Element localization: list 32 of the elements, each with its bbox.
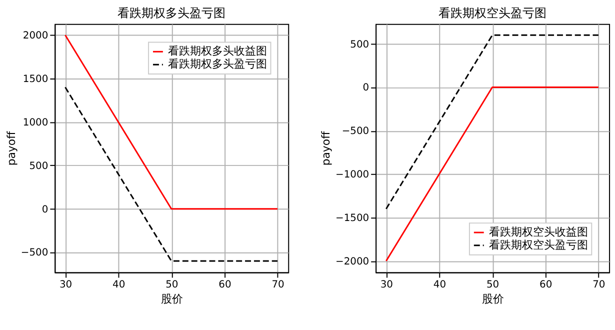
y-axis-title: payoff (4, 130, 18, 166)
x-tick-label: 60 (218, 280, 232, 291)
chart-title: 看跌期权多头盈亏图 (117, 6, 226, 20)
x-tick-label: 40 (112, 280, 126, 291)
legend-label: 看跌期权多头收益图 (168, 44, 267, 58)
x-tick-label: 70 (592, 280, 606, 291)
x-axis-title: 股价 (482, 292, 504, 306)
y-axis-title: payoff (320, 130, 333, 166)
y-tick-label: 0 (42, 204, 48, 216)
y-tick-label: −500 (20, 248, 48, 259)
x-tick-label: 50 (486, 280, 500, 291)
y-tick-label: −2000 (336, 256, 370, 268)
y-tick-label: −500 (342, 126, 370, 138)
legend-label: 看跌期权空头盈亏图 (488, 238, 588, 252)
legend-label: 看跌期权多头盈亏图 (168, 58, 267, 71)
y-tick-label: 0 (362, 82, 370, 94)
x-axis-title: 股价 (160, 292, 183, 306)
x-tick-label: 30 (59, 280, 72, 291)
y-tick-label: 1000 (22, 117, 48, 128)
chart-title: 看跌期权空头盈亏图 (438, 6, 546, 20)
x-tick-label: 50 (166, 280, 178, 291)
x-tick-label: 40 (433, 280, 446, 291)
y-tick-label: 500 (29, 160, 48, 172)
y-tick-label: −1000 (336, 170, 370, 181)
x-tick-label: 70 (272, 280, 284, 291)
y-tick-label: −1500 (336, 213, 370, 224)
y-tick-label: 500 (350, 39, 370, 50)
y-tick-label: 2000 (22, 30, 48, 42)
x-tick-label: 60 (540, 280, 552, 291)
y-tick-label: 1500 (22, 74, 48, 86)
x-tick-label: 30 (380, 280, 393, 291)
legend-label: 看跌期权空头收益图 (488, 225, 588, 238)
